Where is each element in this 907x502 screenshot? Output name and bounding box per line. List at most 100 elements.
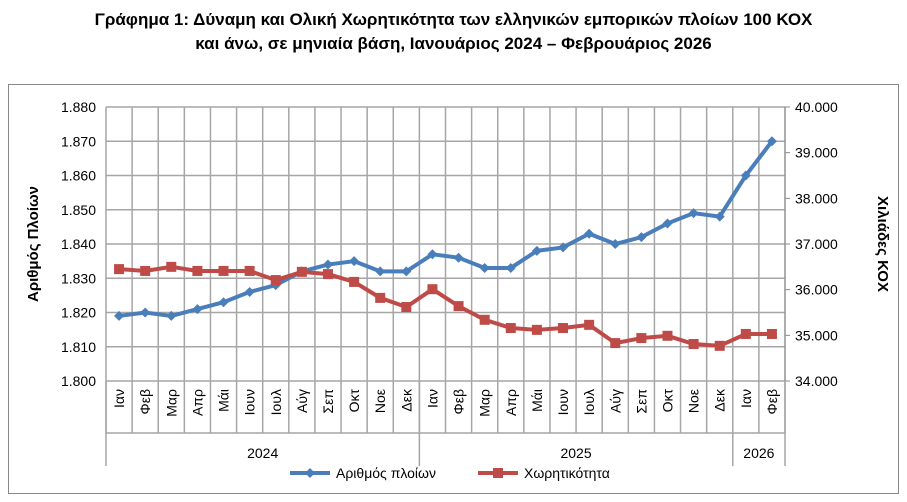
data-point-0	[610, 239, 621, 249]
x-tick-label: Μαρ	[477, 389, 493, 417]
data-point-1	[427, 284, 438, 295]
data-point-1	[375, 292, 386, 303]
x-tick-label: Μάι	[529, 389, 545, 412]
data-point-0	[714, 211, 725, 222]
year-label: 2025	[560, 445, 591, 461]
y2-axis-label: Χιλιάδες ΚΟΧ	[874, 196, 891, 292]
data-point-0	[401, 266, 412, 277]
data-point-0	[166, 310, 177, 321]
y2-tick-label: 40.000	[795, 99, 838, 115]
data-point-0	[453, 252, 464, 263]
x-tick-label: Απρ	[503, 389, 519, 416]
x-tick-label: Οκτ	[659, 389, 675, 413]
data-point-1	[166, 261, 177, 272]
data-point-0	[192, 304, 203, 315]
x-tick-label: Ιουλ	[268, 389, 284, 415]
x-tick-label: Νοε	[686, 389, 702, 413]
y-tick-label: 1.850	[61, 202, 96, 218]
x-tick-label: Αύγ	[607, 389, 623, 413]
x-tick-label: Φεβ	[764, 389, 780, 414]
x-tick-label: Ιουλ	[581, 389, 597, 415]
data-point-0	[584, 228, 595, 239]
legend-label: Αριθμός πλοίων	[336, 465, 436, 481]
data-point-0	[218, 297, 229, 308]
y2-tick-label: 37.000	[795, 236, 838, 252]
y2-tick-label: 39.000	[795, 145, 838, 161]
year-label: 2024	[247, 445, 278, 461]
legend-marker	[493, 468, 503, 478]
data-point-1	[479, 314, 490, 325]
x-tick-label: Φεβ	[451, 389, 467, 414]
year-label: 2026	[743, 445, 774, 461]
data-point-0	[375, 266, 386, 277]
data-point-1	[610, 338, 621, 349]
x-tick-label: Σεπ	[633, 389, 649, 414]
data-point-1	[322, 269, 333, 280]
x-tick-label: Σεπ	[320, 389, 336, 414]
data-point-0	[114, 310, 125, 321]
x-tick-label: Αύγ	[294, 389, 310, 413]
x-tick-label: Ιαν	[424, 389, 440, 408]
data-point-0	[244, 286, 255, 297]
data-point-0	[688, 208, 699, 219]
chart-title-line2: και άνω, σε μηνιαία βάση, Ιανουάριος 202…	[195, 34, 712, 53]
x-tick-label: Ιουν	[242, 389, 258, 415]
data-point-1	[453, 301, 464, 312]
data-point-1	[636, 333, 647, 344]
chart-title-line1: Γράφημα 1: Δύναμη και Ολική Χωρητικότητα…	[94, 10, 813, 29]
data-point-1	[662, 330, 673, 341]
x-tick-label: Ιουν	[555, 389, 571, 415]
y2-tick-label: 36.000	[795, 282, 838, 298]
x-tick-label: Ιαν	[738, 389, 754, 408]
y-tick-label: 1.830	[61, 270, 96, 286]
x-tick-label: Δεκ	[712, 388, 728, 412]
y2-tick-label: 35.000	[795, 327, 838, 343]
data-point-1	[296, 266, 307, 277]
legend-label: Χωρητικότητα	[524, 465, 610, 481]
data-point-1	[270, 275, 281, 286]
y-tick-label: 1.820	[61, 305, 96, 321]
y-tick-label: 1.810	[61, 339, 96, 355]
y2-tick-label: 38.000	[795, 190, 838, 206]
data-point-0	[479, 262, 490, 273]
y-tick-label: 1.800	[61, 373, 96, 389]
y-tick-label: 1.860	[61, 168, 96, 184]
data-point-1	[688, 339, 699, 350]
y-tick-label: 1.840	[61, 236, 96, 252]
data-point-1	[714, 340, 725, 351]
y-tick-label: 1.870	[61, 133, 96, 149]
data-point-1	[218, 265, 229, 276]
chart-frame	[8, 84, 899, 494]
data-point-0	[349, 256, 360, 267]
data-point-0	[322, 259, 333, 270]
y-tick-label: 1.880	[61, 99, 96, 115]
x-tick-label: Ιαν	[111, 389, 127, 408]
data-point-1	[558, 323, 569, 334]
x-tick-label: Μάι	[216, 389, 232, 412]
data-point-1	[531, 324, 542, 335]
x-tick-label: Νοε	[372, 389, 388, 413]
y-axis-label: Αριθμός Πλοίων	[25, 186, 42, 302]
x-tick-label: Μαρ	[163, 389, 179, 417]
data-point-1	[584, 319, 595, 330]
data-point-1	[401, 302, 412, 313]
x-tick-label: Απρ	[189, 389, 205, 416]
x-tick-label: Φεβ	[137, 389, 153, 414]
data-point-1	[740, 328, 751, 339]
data-point-0	[662, 218, 673, 229]
data-point-0	[531, 245, 542, 256]
data-point-0	[140, 307, 151, 318]
data-point-1	[140, 265, 151, 276]
data-point-1	[244, 265, 255, 276]
data-point-1	[114, 264, 125, 275]
series-line-0	[118, 140, 774, 318]
x-tick-label: Οκτ	[346, 389, 362, 413]
x-tick-label: Δεκ	[398, 388, 414, 412]
data-point-0	[740, 170, 751, 181]
data-point-0	[766, 136, 777, 147]
data-point-1	[505, 323, 516, 334]
data-point-1	[766, 328, 777, 339]
data-point-0	[636, 232, 647, 243]
